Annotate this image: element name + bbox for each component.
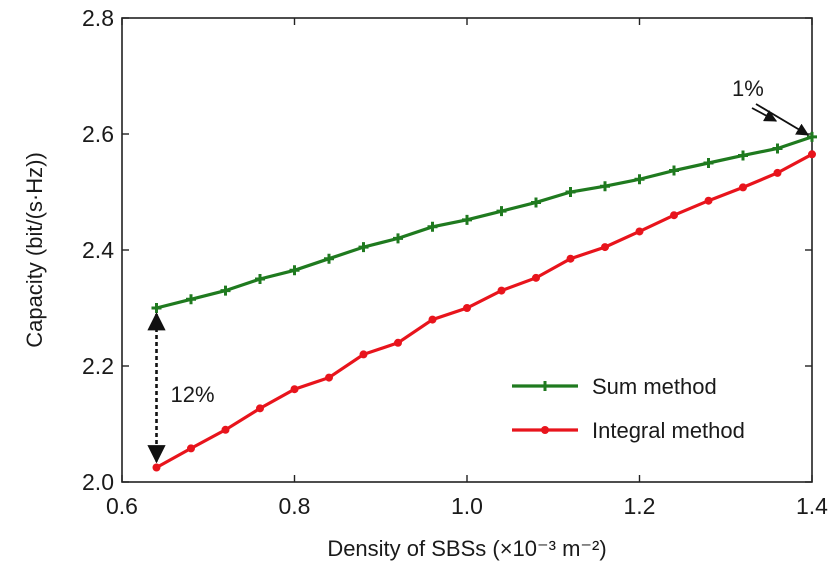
data-point — [497, 286, 506, 295]
data-point — [463, 304, 471, 312]
x-axis-title: Density of SBSs (×10⁻³ m⁻²) — [327, 536, 606, 561]
data-point — [566, 254, 575, 263]
data-point — [256, 404, 264, 413]
data-point — [358, 242, 369, 253]
data-point — [531, 197, 541, 208]
legend: Sum method Integral method — [512, 374, 745, 443]
legend-entry: Sum method — [512, 374, 717, 399]
legend-marker — [540, 381, 550, 391]
data-point — [772, 143, 783, 154]
data-point — [496, 206, 507, 217]
data-point — [187, 444, 195, 453]
legend-label: Integral method — [592, 418, 745, 443]
series-layer — [151, 131, 817, 472]
x-tick-label: 0.6 — [106, 493, 138, 519]
legend-marker — [541, 426, 549, 434]
data-point — [532, 273, 540, 282]
data-point — [359, 350, 368, 359]
data-point — [669, 165, 679, 176]
plot-frame — [121, 17, 813, 483]
data-point — [220, 285, 231, 296]
data-point — [221, 425, 230, 434]
data-point — [601, 243, 609, 252]
data-point — [635, 227, 644, 236]
series-integral-method — [152, 150, 816, 472]
data-point — [393, 233, 403, 244]
annotation-12pct: 12% — [171, 382, 215, 407]
y-tick-label: 2.4 — [82, 237, 114, 263]
data-point — [670, 211, 678, 220]
data-point — [738, 150, 748, 161]
data-point — [600, 181, 610, 192]
x-tick-label: 1.2 — [624, 493, 656, 519]
series-sum-method — [151, 131, 817, 313]
series-line — [156, 135, 813, 310]
x-tick-label: 0.8 — [279, 493, 311, 519]
y-tick-label: 2.8 — [82, 5, 114, 31]
arrow-to-integral — [751, 107, 778, 122]
data-point — [462, 214, 472, 225]
legend-label: Sum method — [592, 374, 717, 399]
data-point — [703, 158, 714, 168]
annotations: 12% 1% — [147, 76, 810, 464]
data-point — [428, 315, 437, 324]
arrow-to-sum — [755, 103, 810, 136]
data-point — [739, 183, 747, 192]
y-axis-title: Capacity (bit/(s·Hz)) — [22, 152, 47, 348]
data-point — [773, 168, 782, 177]
data-point — [634, 174, 645, 185]
x-tick-label: 1.0 — [451, 493, 483, 519]
data-point — [186, 294, 196, 305]
annotation-1pct: 1% — [732, 76, 764, 101]
x-tick-label: 1.4 — [796, 493, 828, 519]
y-tick-label: 2.2 — [82, 353, 114, 379]
data-point — [289, 265, 300, 276]
series-line — [155, 152, 813, 469]
data-point — [290, 385, 299, 394]
data-point — [324, 253, 334, 264]
data-point — [427, 221, 438, 232]
y-tick-label: 2.6 — [82, 121, 114, 147]
data-point — [807, 131, 817, 142]
data-point — [151, 303, 162, 313]
data-point — [704, 196, 713, 205]
axes: 0.6 0.8 1.0 1.2 1.4 2.0 2.2 2.4 2.6 2.8 Density of… — [22, 5, 828, 561]
data-point — [565, 187, 576, 197]
data-point — [394, 338, 402, 347]
legend-entry: Integral method — [512, 418, 745, 443]
data-point — [255, 274, 265, 284]
data-point — [152, 463, 161, 472]
data-point — [808, 150, 816, 159]
y-tick-label: 2.0 — [82, 469, 114, 495]
data-point — [325, 373, 333, 382]
